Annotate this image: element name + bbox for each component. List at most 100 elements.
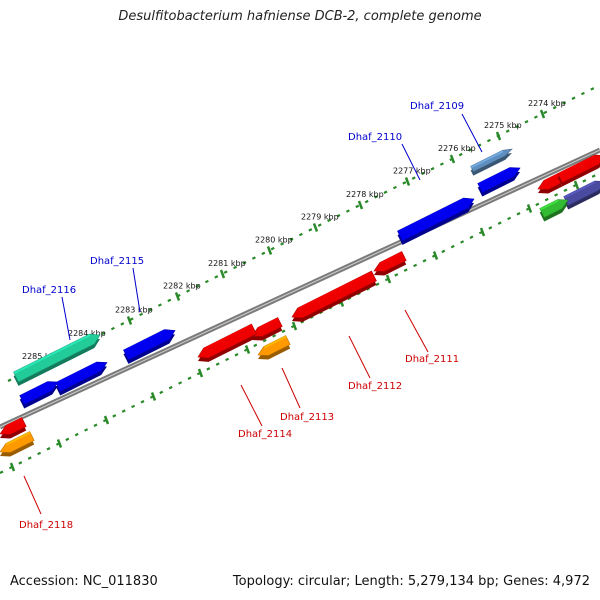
gene-Dhaf_2114	[197, 323, 257, 359]
ruler-dot	[336, 214, 341, 218]
ruler-dot	[345, 209, 350, 213]
gene-unlabeled	[557, 154, 600, 183]
ruler-major-tick	[404, 177, 411, 186]
ruler-dot	[206, 367, 211, 371]
ruler-major-tick	[56, 439, 63, 448]
leader-line	[240, 384, 263, 427]
gene-label-Dhaf_2109: Dhaf_2109	[410, 101, 464, 112]
ruler-dot	[270, 246, 275, 251]
ruler-dot	[562, 101, 567, 105]
ruler-dot	[403, 268, 408, 272]
ruler-dot	[582, 179, 587, 183]
gene-Dhaf_2115	[123, 329, 176, 361]
gene-unlabeled-shine	[5, 431, 31, 446]
gene-unlabeled-shine	[19, 381, 49, 398]
ruler-dot	[469, 235, 474, 239]
ruler-label: 2282 kbp	[163, 282, 201, 291]
gene-unlabeled	[0, 431, 35, 453]
ruler-dot	[413, 263, 418, 268]
leader-line	[61, 296, 71, 341]
ruler-dot	[204, 279, 209, 284]
ruler-dot	[281, 329, 286, 333]
ruler-dot	[317, 223, 322, 227]
ruler-dot	[486, 138, 491, 143]
gene-Dhaf_2109-side	[470, 153, 512, 176]
gene-Dhaf_2115-shine	[123, 329, 166, 352]
ruler-dot	[131, 404, 136, 409]
gene-unlabeled-shine	[563, 181, 596, 199]
ruler-label: 2280 kbp	[255, 236, 293, 245]
gene-label-Dhaf_2118: Dhaf_2118	[19, 520, 73, 531]
gene-unlabeled-shine	[257, 317, 279, 330]
backbone-highlight	[0, 149, 600, 428]
ruler-dot	[7, 378, 12, 382]
ruler-dot	[46, 447, 51, 451]
gene-Dhaf_2109	[470, 148, 513, 173]
gene-Dhaf_2110-shine	[397, 198, 465, 233]
ruler-major-tick	[449, 154, 456, 164]
ruler-dot	[261, 251, 266, 256]
gene-Dhaf_2114-shine	[203, 324, 253, 350]
ruler-major-tick	[266, 246, 273, 255]
gene-label-Dhaf_2112: Dhaf_2112	[348, 381, 402, 392]
ruler-dot	[374, 195, 379, 199]
ruler-dot	[563, 188, 568, 192]
ruler-dot	[233, 265, 238, 270]
ruler-dot	[101, 331, 106, 335]
ruler-dot	[262, 338, 267, 343]
ruler-major-tick	[432, 251, 439, 260]
ruler-dot	[27, 456, 32, 460]
gene-unlabeled-shine	[557, 155, 596, 176]
ruler-dot	[18, 461, 23, 465]
map-title: Desulfitobacterium hafniense DCB-2, comp…	[118, 9, 482, 24]
gene-Dhaf_2112	[291, 270, 377, 319]
ruler-dot	[110, 326, 115, 331]
ruler-dot	[571, 96, 576, 100]
ruler-dot	[234, 353, 239, 357]
ruler-major-tick	[479, 227, 486, 237]
gene-unlabeled-shine	[55, 362, 98, 385]
gene-Dhaf_2109-shine	[470, 150, 504, 169]
ruler-label: 2275 kbp	[484, 121, 522, 130]
gene-label-Dhaf_2113: Dhaf_2113	[280, 412, 334, 423]
ruler-dot	[159, 390, 164, 395]
ruler-dot	[223, 270, 228, 274]
ruler-dot	[441, 249, 446, 254]
gene-Dhaf_2111-shine	[379, 251, 403, 265]
ruler-dot	[112, 414, 117, 418]
ruler-dot	[402, 181, 407, 185]
ruler-dot	[580, 91, 585, 96]
ruler-dot	[515, 124, 520, 129]
ruler-dot	[225, 357, 230, 362]
ruler-major-tick	[312, 223, 319, 232]
gene-label-Dhaf_2115: Dhaf_2115	[90, 256, 144, 267]
gene-label-Dhaf_2110: Dhaf_2110	[348, 132, 402, 143]
ruler-dot	[298, 232, 303, 237]
ruler-dot	[157, 303, 162, 307]
ruler-dot	[214, 275, 219, 279]
ruler-dot	[187, 376, 192, 380]
ruler-dot	[253, 343, 258, 348]
ruler-label: 2276 kbp	[438, 144, 476, 153]
leader-line	[404, 309, 429, 353]
ruler-dot	[507, 216, 512, 221]
ruler-dot	[591, 174, 596, 178]
ruler-dot	[65, 437, 70, 442]
ruler-dot	[251, 256, 256, 260]
ruler-dot	[544, 197, 549, 202]
ruler-dot	[450, 244, 455, 249]
ruler-dot	[308, 228, 313, 232]
ruler-dot	[139, 312, 144, 317]
ruler-dot	[468, 148, 473, 152]
gene-Dhaf_2118-shine	[5, 417, 23, 428]
ruler-major-tick	[197, 368, 204, 378]
ruler-dot	[178, 381, 183, 385]
gene-unlabeled-shine	[477, 167, 511, 186]
ruler-dot	[0, 470, 4, 474]
ruler-major-tick	[526, 204, 533, 213]
ruler-label: 2283 kbp	[115, 306, 153, 315]
ruler-dot	[554, 193, 559, 197]
ruler-dot	[215, 362, 220, 366]
ruler-dot	[242, 261, 247, 265]
ruler-dot	[74, 432, 79, 437]
